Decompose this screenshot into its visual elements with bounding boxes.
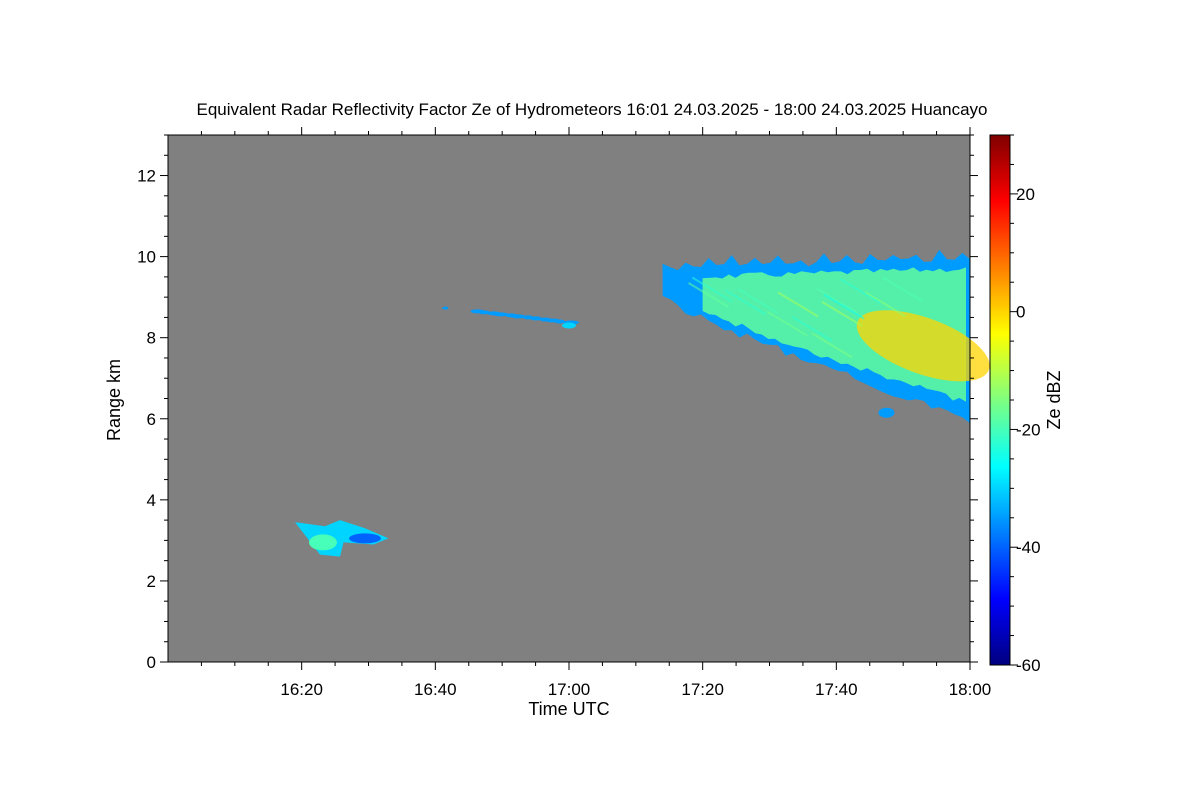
y-tick-label: 6 [147, 410, 156, 429]
x-axis: 16:20 16:40 17:00 17:20 17:40 18:00 [200, 127, 992, 699]
echo-streak [348, 533, 381, 544]
echo-cell [562, 322, 576, 329]
x-tick-label: 17:20 [681, 680, 724, 699]
colorbar-tick-label: 20 [1016, 185, 1035, 204]
echo-core [856, 310, 990, 382]
chart-title: Equivalent Radar Reflectivity Factor Ze … [197, 100, 988, 119]
echo-layer [294, 249, 990, 557]
echo-streak [737, 288, 779, 314]
echo-low-cloud [294, 520, 389, 557]
echo-cell [442, 306, 449, 310]
colorbar-tick-label: -60 [1016, 656, 1041, 675]
echo-mid-zone [702, 267, 966, 402]
echo-thin-layer [442, 306, 579, 329]
y-tick-label: 12 [137, 167, 156, 186]
echo-cell [478, 310, 490, 315]
y-axis: 0 2 4 6 8 10 12 [137, 134, 978, 672]
y-axis-title: Range km [104, 359, 124, 441]
echo-streak [811, 332, 853, 359]
x-tick-label: 17:00 [548, 680, 591, 699]
echo-streak [724, 289, 766, 316]
x-axis-title: Time UTC [528, 699, 609, 719]
y-tick-label: 0 [147, 653, 156, 672]
colorbar-axis: -60 -40 -20 0 20 [1010, 134, 1041, 675]
echo-streak [839, 278, 881, 304]
colorbar-tick-label: -20 [1016, 420, 1041, 439]
colorbar-tick-label: -40 [1016, 538, 1041, 557]
x-tick-label: 16:20 [280, 680, 323, 699]
echo-upper-cloud [662, 249, 990, 424]
echo-streak [816, 287, 858, 314]
echo-streak [864, 291, 906, 317]
echo-streak [688, 282, 730, 308]
y-tick-label: 4 [147, 491, 156, 510]
echo-cell [510, 314, 526, 319]
colorbar [989, 134, 1011, 666]
echo-streak [882, 276, 924, 303]
echo-cell [554, 319, 565, 324]
plot-background [168, 135, 970, 662]
x-tick-label: 17:40 [815, 680, 858, 699]
echo-fragment [878, 407, 895, 418]
y-tick-label: 8 [147, 329, 156, 348]
x-tick-label: 18:00 [949, 680, 992, 699]
echo-streak [691, 276, 733, 303]
echo-streak [766, 310, 808, 337]
echo-cell [530, 316, 542, 321]
echo-cell [493, 312, 509, 317]
echo-streak [791, 315, 833, 342]
colorbar-tick-label: 0 [1016, 303, 1025, 322]
echo-streak [821, 300, 863, 327]
echo-streak [823, 293, 865, 320]
echo-streak [777, 291, 819, 318]
y-tick-label: 2 [147, 572, 156, 591]
y-tick-label: 10 [137, 248, 156, 267]
x-tick-label: 16:40 [414, 680, 457, 699]
colorbar-title: Ze dBZ [1044, 370, 1064, 429]
echo-core [308, 534, 337, 551]
